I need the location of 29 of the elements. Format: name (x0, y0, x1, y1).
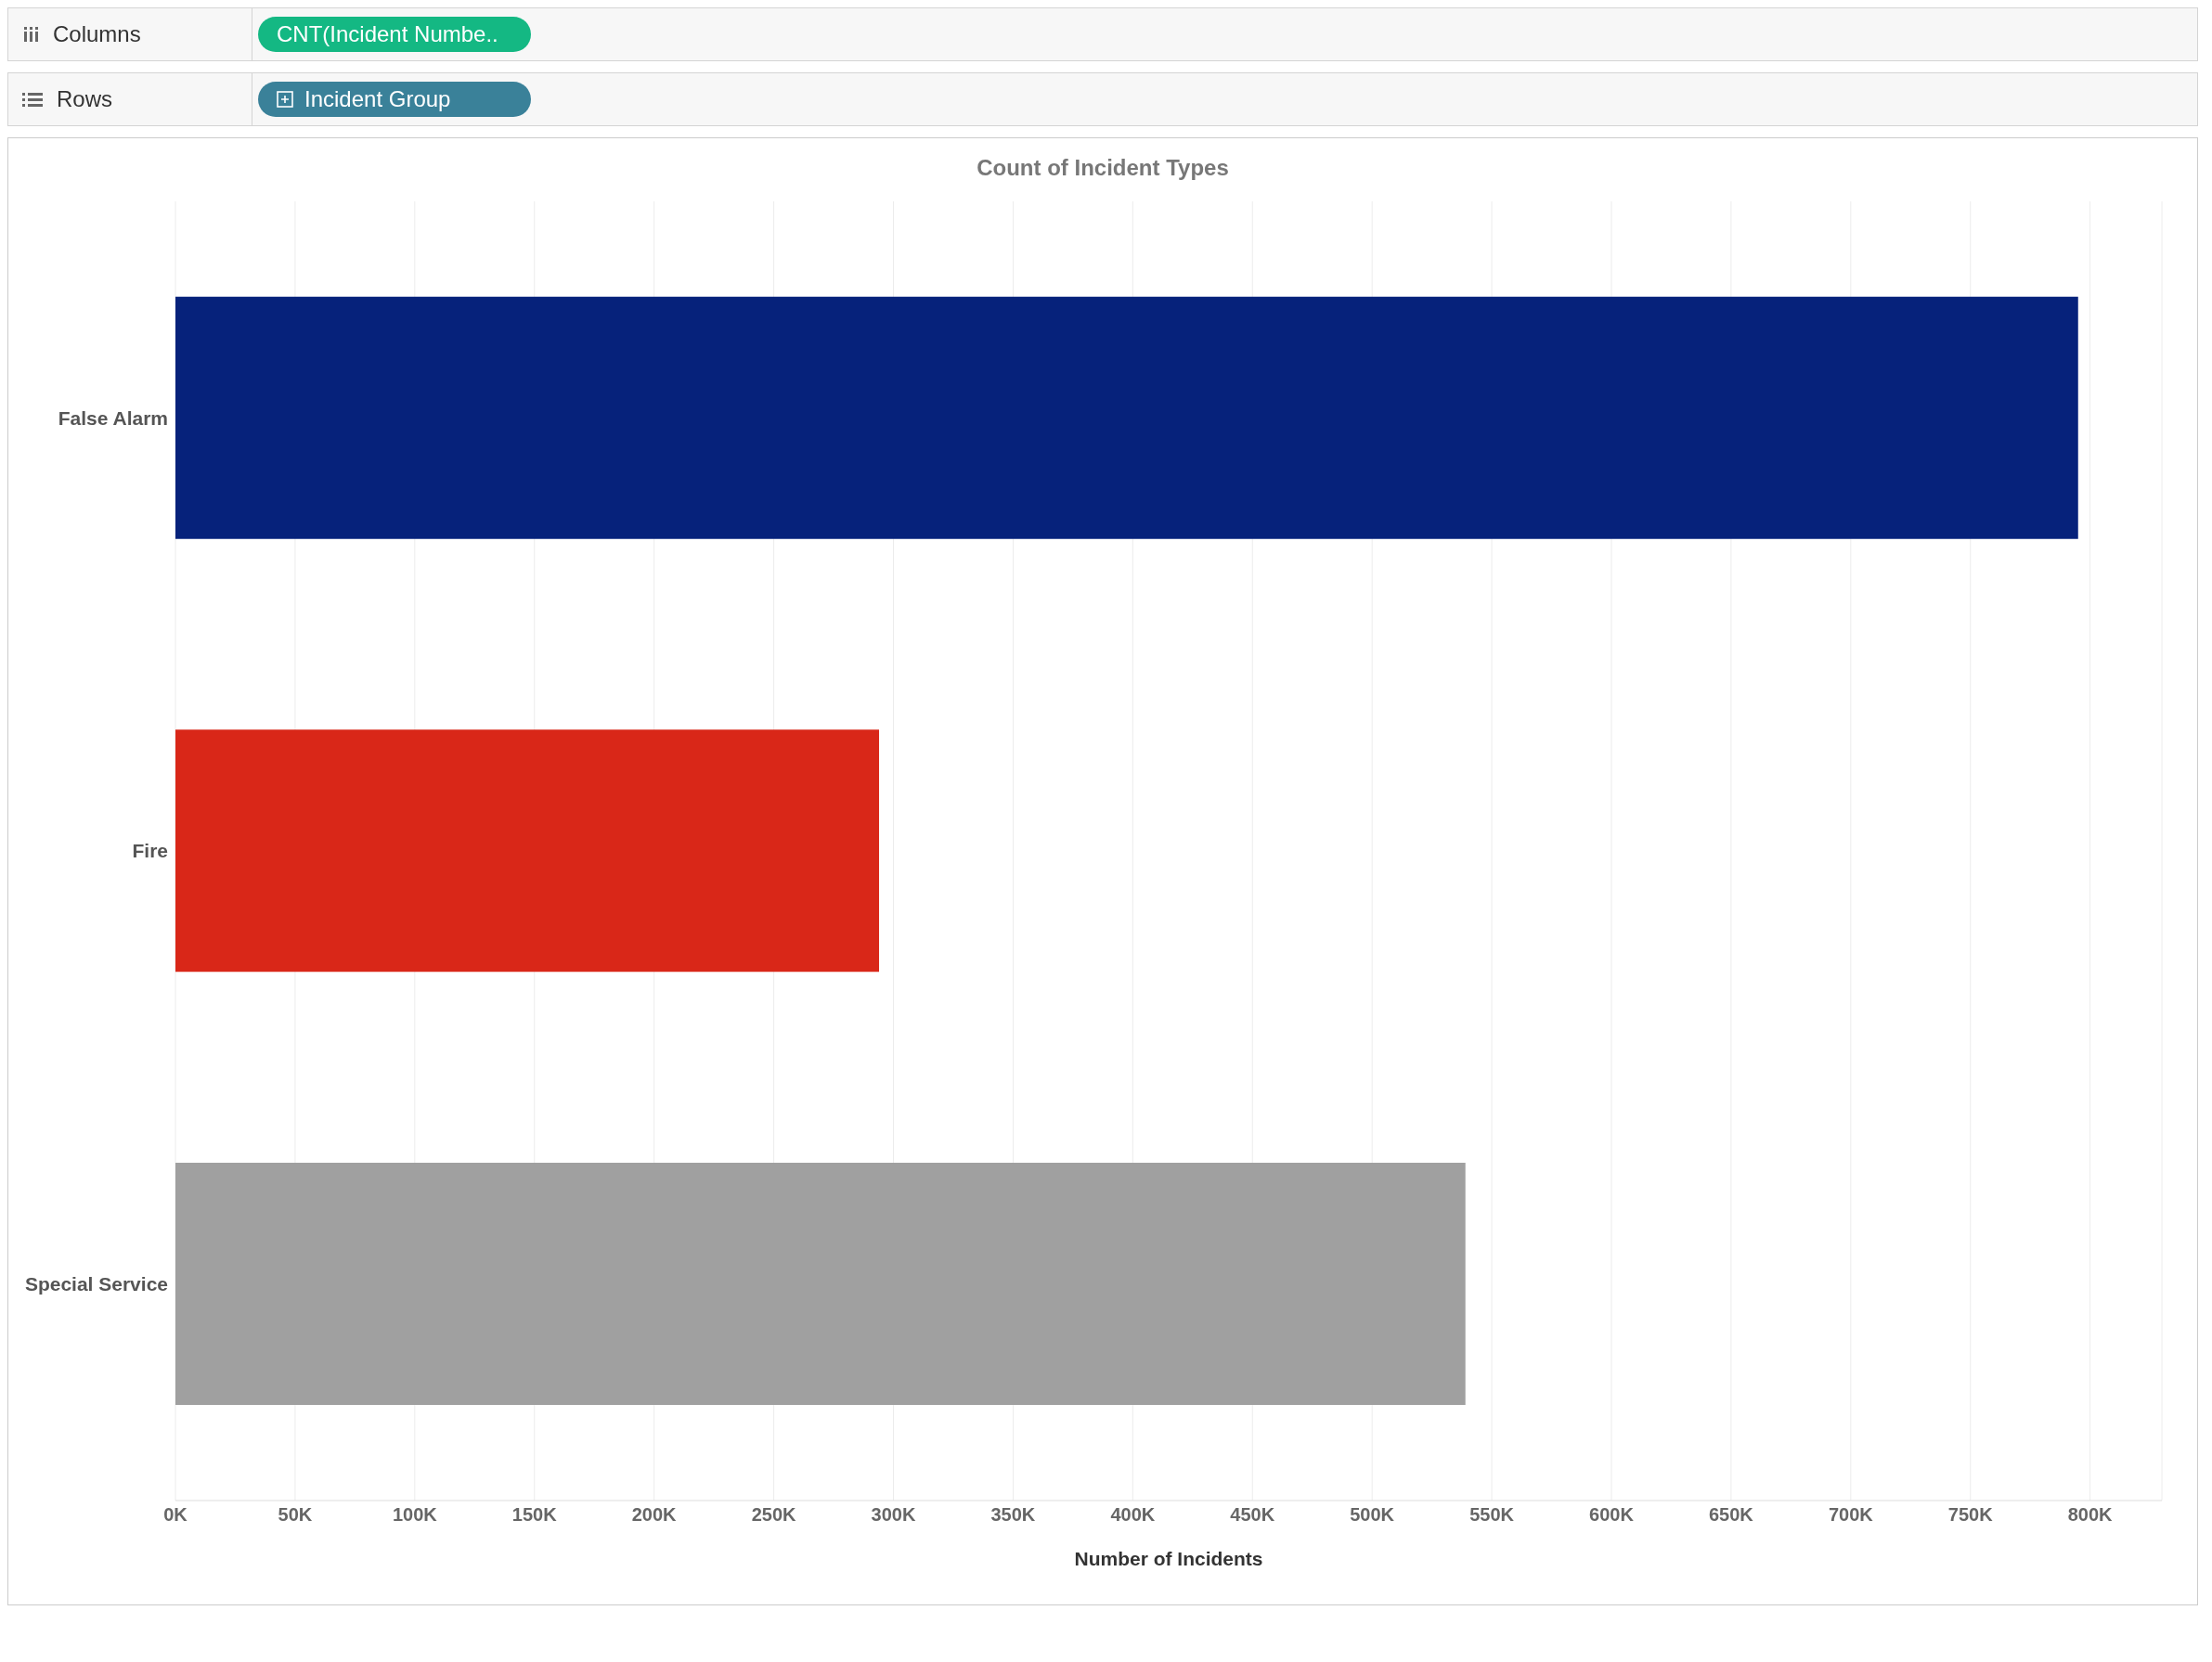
x-tick-label: 150K (511, 1504, 558, 1526)
text: Incident Group (304, 86, 451, 112)
text: CNT(Incident Numbe.. (277, 21, 498, 47)
bar (175, 1163, 1466, 1405)
y-tick-label: Special Service (24, 1273, 168, 1295)
y-tick-label: Fire (132, 840, 168, 862)
x-tick-label: 100K (392, 1504, 438, 1526)
text: Columns (53, 21, 141, 47)
y-tick-label: False Alarm (58, 406, 168, 429)
x-tick-label: 50K (278, 1504, 313, 1526)
bar (175, 729, 880, 973)
bar (175, 296, 2078, 539)
x-tick-label: 400K (1110, 1504, 1156, 1526)
x-tick-label: 650K (1709, 1504, 1754, 1526)
x-tick-label: 550K (1469, 1504, 1515, 1526)
x-tick-label: 800K (2067, 1504, 2114, 1526)
x-tick-label: 350K (990, 1504, 1036, 1526)
x-tick-label: 300K (871, 1504, 916, 1526)
x-axis-title: Number of Incidents (1074, 1548, 1263, 1569)
x-tick-label: 700K (1828, 1504, 1874, 1526)
x-tick-label: 250K (751, 1504, 797, 1526)
x-tick-label: 500K (1350, 1504, 1395, 1526)
x-tick-label: 600K (1589, 1504, 1635, 1526)
chart-title: Count of Incident Types (976, 155, 1230, 182)
x-tick-label: 200K (631, 1504, 678, 1526)
x-tick-label: 0K (163, 1504, 188, 1526)
text: Rows (57, 86, 113, 112)
x-tick-label: 450K (1230, 1504, 1275, 1526)
x-tick-label: 750K (1947, 1504, 1994, 1526)
